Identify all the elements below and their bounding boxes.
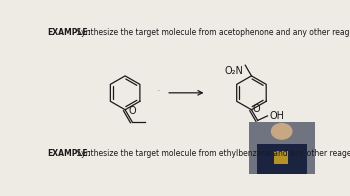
Text: Synthesize the target molecule from ethylbenzene and any other reagents.: Synthesize the target molecule from ethy…	[74, 149, 350, 158]
Text: Synthesize the target molecule from acetophenone and any other reagents.: Synthesize the target molecule from acet…	[74, 28, 350, 37]
FancyBboxPatch shape	[257, 144, 307, 174]
Ellipse shape	[271, 123, 293, 140]
Text: O: O	[252, 104, 260, 114]
Bar	[249, 122, 315, 174]
Text: O: O	[128, 106, 136, 116]
Text: EXAMPLE:: EXAMPLE:	[48, 28, 91, 37]
Text: ·: ·	[157, 86, 160, 96]
Text: OH: OH	[269, 111, 284, 121]
Text: EXAMPLE:: EXAMPLE:	[48, 149, 91, 158]
FancyBboxPatch shape	[274, 151, 288, 164]
Text: O₂N: O₂N	[225, 66, 244, 76]
